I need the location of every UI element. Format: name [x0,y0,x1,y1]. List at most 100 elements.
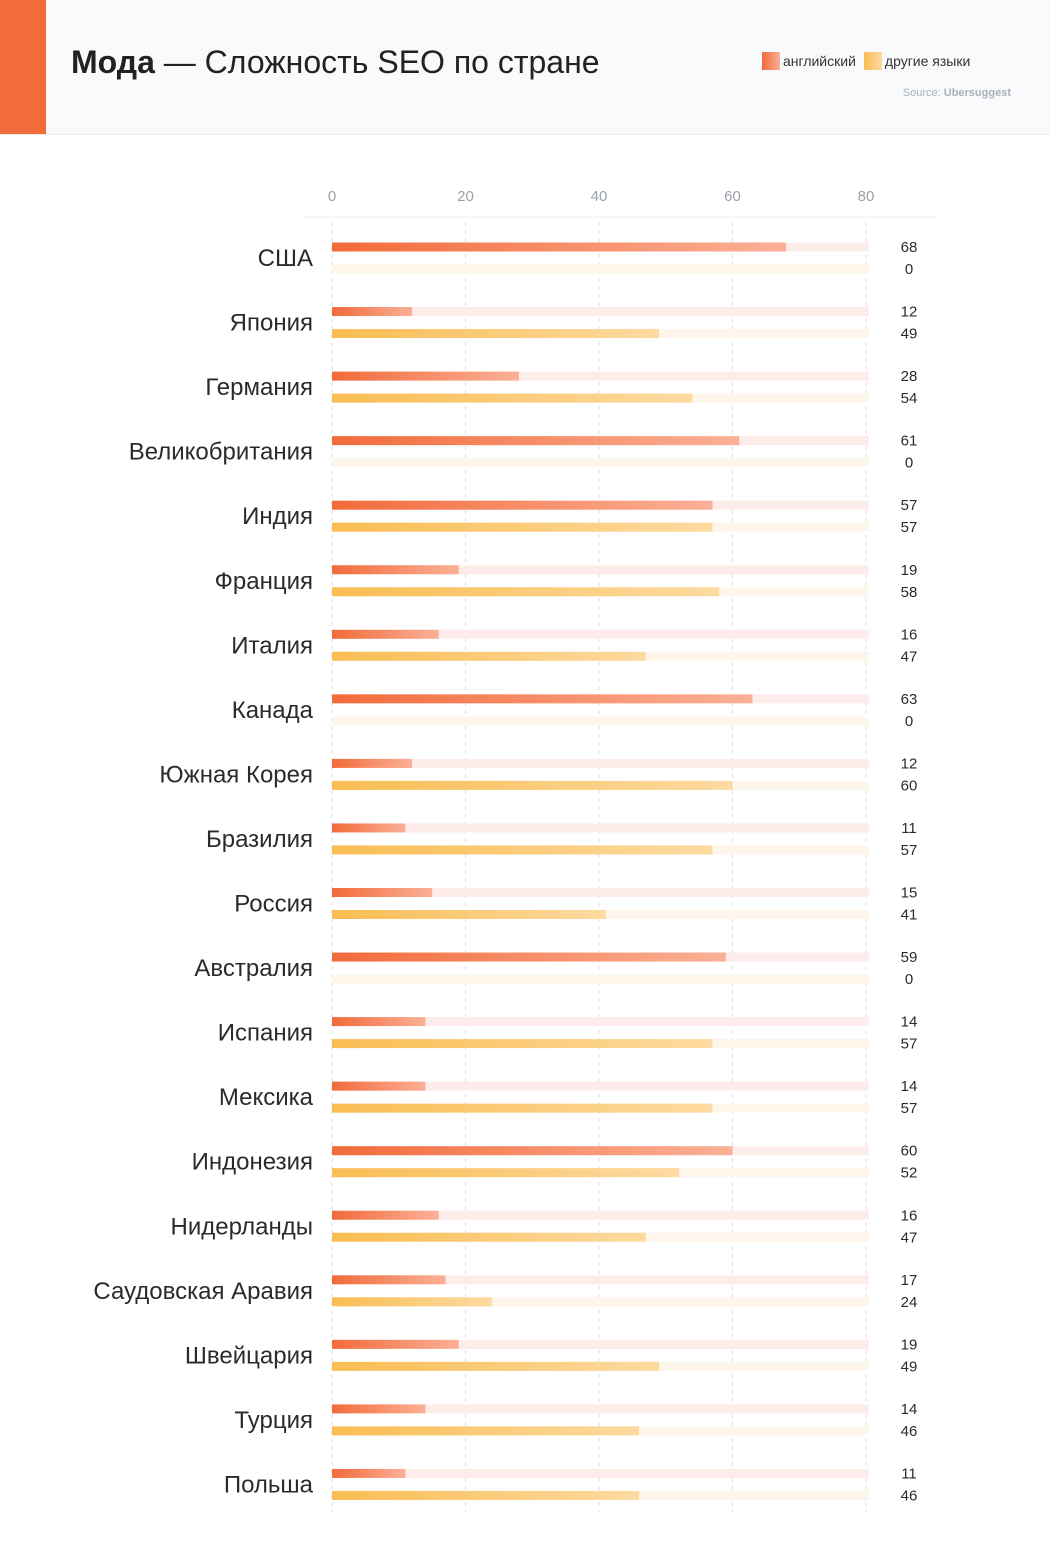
english-bar [332,758,413,768]
title-subject: — Сложность SEO по стране [154,44,600,80]
other-value-label: 0 [905,971,913,988]
country-label: Южная Корея [159,761,313,788]
english-bar [332,694,753,704]
english-bar [332,1146,733,1156]
english-bar [332,371,519,381]
other-bar [332,845,713,855]
country-label: Польша [224,1471,314,1498]
english-bar [332,629,439,639]
other-value-label: 46 [901,1487,918,1504]
english-track [332,1468,869,1478]
english-value-label: 63 [901,691,918,708]
english-track [332,758,869,768]
english-bar [332,1468,406,1478]
other-value-label: 0 [905,713,913,730]
country-label: Австралия [194,955,313,982]
country-label: Россия [234,891,313,918]
other-bar [332,910,606,919]
english-value-label: 16 [901,1207,918,1224]
english-value-label: 60 [901,1143,918,1160]
other-track [332,974,869,984]
other-value-label: 47 [901,1229,918,1246]
english-bar [332,823,406,833]
english-bar [332,1081,426,1091]
english-value-label: 14 [901,1078,918,1095]
english-bar [332,436,740,446]
chart-header: Мода — Сложность SEO по стране английски… [0,0,1051,135]
other-value-label: 46 [901,1423,918,1440]
english-track [332,371,869,381]
other-value-label: 52 [901,1165,918,1182]
english-track [332,307,869,317]
other-track [332,716,869,726]
other-bar [332,587,720,597]
english-bar [332,1275,446,1285]
other-value-label: 24 [901,1294,918,1311]
other-track [332,264,869,274]
x-tick-label: 40 [591,188,608,205]
country-label: Швейцария [185,1342,313,1369]
other-value-label: 47 [901,648,918,665]
x-tick-label: 60 [724,188,741,205]
other-value-label: 57 [901,1100,918,1117]
other-value-label: 57 [901,1036,918,1053]
country-label: Бразилия [206,826,313,853]
english-value-label: 68 [901,239,918,256]
english-value-label: 12 [901,755,918,772]
country-label: Япония [230,310,313,337]
x-tick-label: 80 [858,188,875,205]
country-label: Испания [218,1020,313,1047]
other-value-label: 41 [901,907,918,924]
chart-title: Мода — Сложность SEO по стране [71,44,600,81]
english-bar [332,1210,439,1220]
x-tick-label: 20 [457,188,474,205]
other-bar [332,393,693,403]
english-value-label: 61 [901,433,918,450]
other-bar [332,1168,680,1178]
legend-label-other: другие языки [884,53,971,69]
source-name: Ubersuggest [943,87,1011,99]
english-track [332,629,869,639]
other-bar [332,651,646,661]
other-track [332,1297,869,1307]
other-bar [332,1232,646,1242]
english-track [332,823,869,833]
english-bar [332,242,786,252]
other-value-label: 57 [901,519,918,536]
country-label: Великобритания [129,439,313,466]
english-value-label: 57 [901,497,918,514]
english-track [332,1339,869,1349]
english-bar [332,565,459,575]
english-value-label: 11 [901,820,917,837]
english-track [332,888,869,897]
accent-bar [0,0,46,134]
other-bar [332,1297,493,1307]
english-value-label: 16 [901,626,918,643]
other-track [332,458,869,468]
title-topic: Мода [71,44,155,80]
other-bar [332,1426,640,1436]
country-label: Саудовская Аравия [93,1278,313,1305]
english-bar [332,888,433,897]
source-prefix: Source: [902,87,944,99]
english-value-label: 11 [901,1465,917,1482]
english-value-label: 59 [901,949,918,966]
legend-swatch-other [863,52,882,70]
other-bar [332,1039,713,1049]
other-value-label: 49 [901,1358,918,1375]
other-bar [332,780,733,790]
other-value-label: 0 [905,261,913,278]
english-track [332,1017,869,1027]
other-bar [332,1103,713,1113]
english-bar [332,952,726,962]
english-track [332,1404,869,1414]
other-bar [332,522,713,532]
english-value-label: 19 [901,1336,918,1353]
english-value-label: 14 [901,1401,918,1418]
country-label: Канада [232,697,314,724]
other-bar [332,1361,660,1371]
english-value-label: 15 [901,885,918,902]
english-value-label: 12 [901,304,918,321]
other-value-label: 0 [905,455,913,472]
country-label: США [258,245,313,272]
